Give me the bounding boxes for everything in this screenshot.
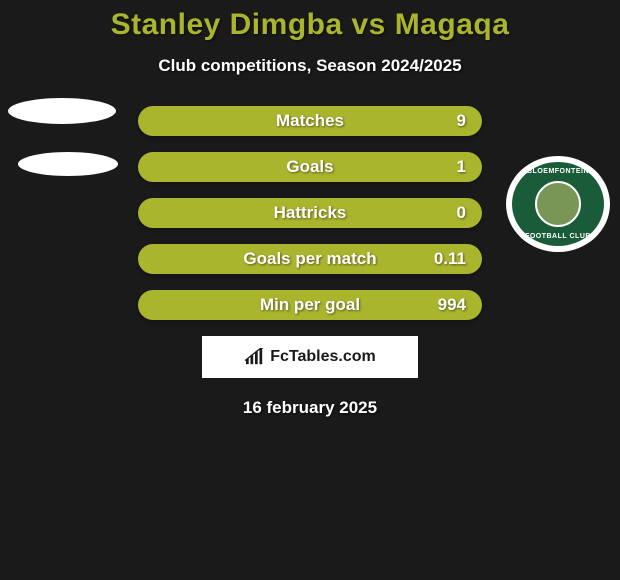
stat-label: Min per goal (260, 295, 360, 315)
placeholder-oval (8, 98, 116, 124)
stat-value: 1 (457, 157, 466, 177)
stat-row: Hattricks 0 (138, 198, 482, 228)
stat-value: 0 (457, 203, 466, 223)
logo-text-top: BLOEMFONTEIN (527, 168, 589, 175)
stats-area: BLOEMFONTEIN FOOTBALL CLUB Matches 9 Goa… (0, 106, 620, 418)
stat-label: Matches (276, 111, 344, 131)
stat-value: 9 (457, 111, 466, 131)
placeholder-oval (18, 152, 118, 176)
stat-value: 0.11 (434, 249, 466, 269)
page-title: Stanley Dimgba vs Magaqa (0, 0, 620, 42)
stat-row: Goals per match 0.11 (138, 244, 482, 274)
subtitle: Club competitions, Season 2024/2025 (0, 56, 620, 76)
stat-label: Goals (286, 157, 333, 177)
stat-value: 994 (438, 295, 466, 315)
stat-label: Hattricks (274, 203, 347, 223)
logo-text-bottom: FOOTBALL CLUB (525, 233, 591, 240)
bar-chart-icon (244, 348, 266, 366)
stat-row: Matches 9 (138, 106, 482, 136)
fctables-logo: FcTables.com (244, 348, 376, 366)
club-logo: BLOEMFONTEIN FOOTBALL CLUB (506, 156, 610, 252)
stat-row: Min per goal 994 (138, 290, 482, 320)
date-label: 16 february 2025 (0, 398, 620, 418)
stat-row: Goals 1 (138, 152, 482, 182)
logo-center-icon (535, 181, 581, 227)
left-placeholder-shapes (8, 98, 118, 204)
footer-attribution: FcTables.com (202, 336, 418, 378)
stat-label: Goals per match (243, 249, 376, 269)
infographic-container: Stanley Dimgba vs Magaqa Club competitio… (0, 0, 620, 580)
club-logo-inner: BLOEMFONTEIN FOOTBALL CLUB (512, 162, 604, 246)
footer-text: FcTables.com (270, 348, 376, 366)
